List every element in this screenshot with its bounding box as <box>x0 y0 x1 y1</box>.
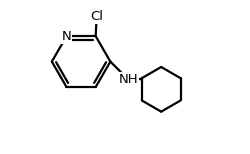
Text: NH: NH <box>118 73 138 86</box>
Text: Cl: Cl <box>90 10 103 23</box>
Text: N: N <box>62 30 71 43</box>
